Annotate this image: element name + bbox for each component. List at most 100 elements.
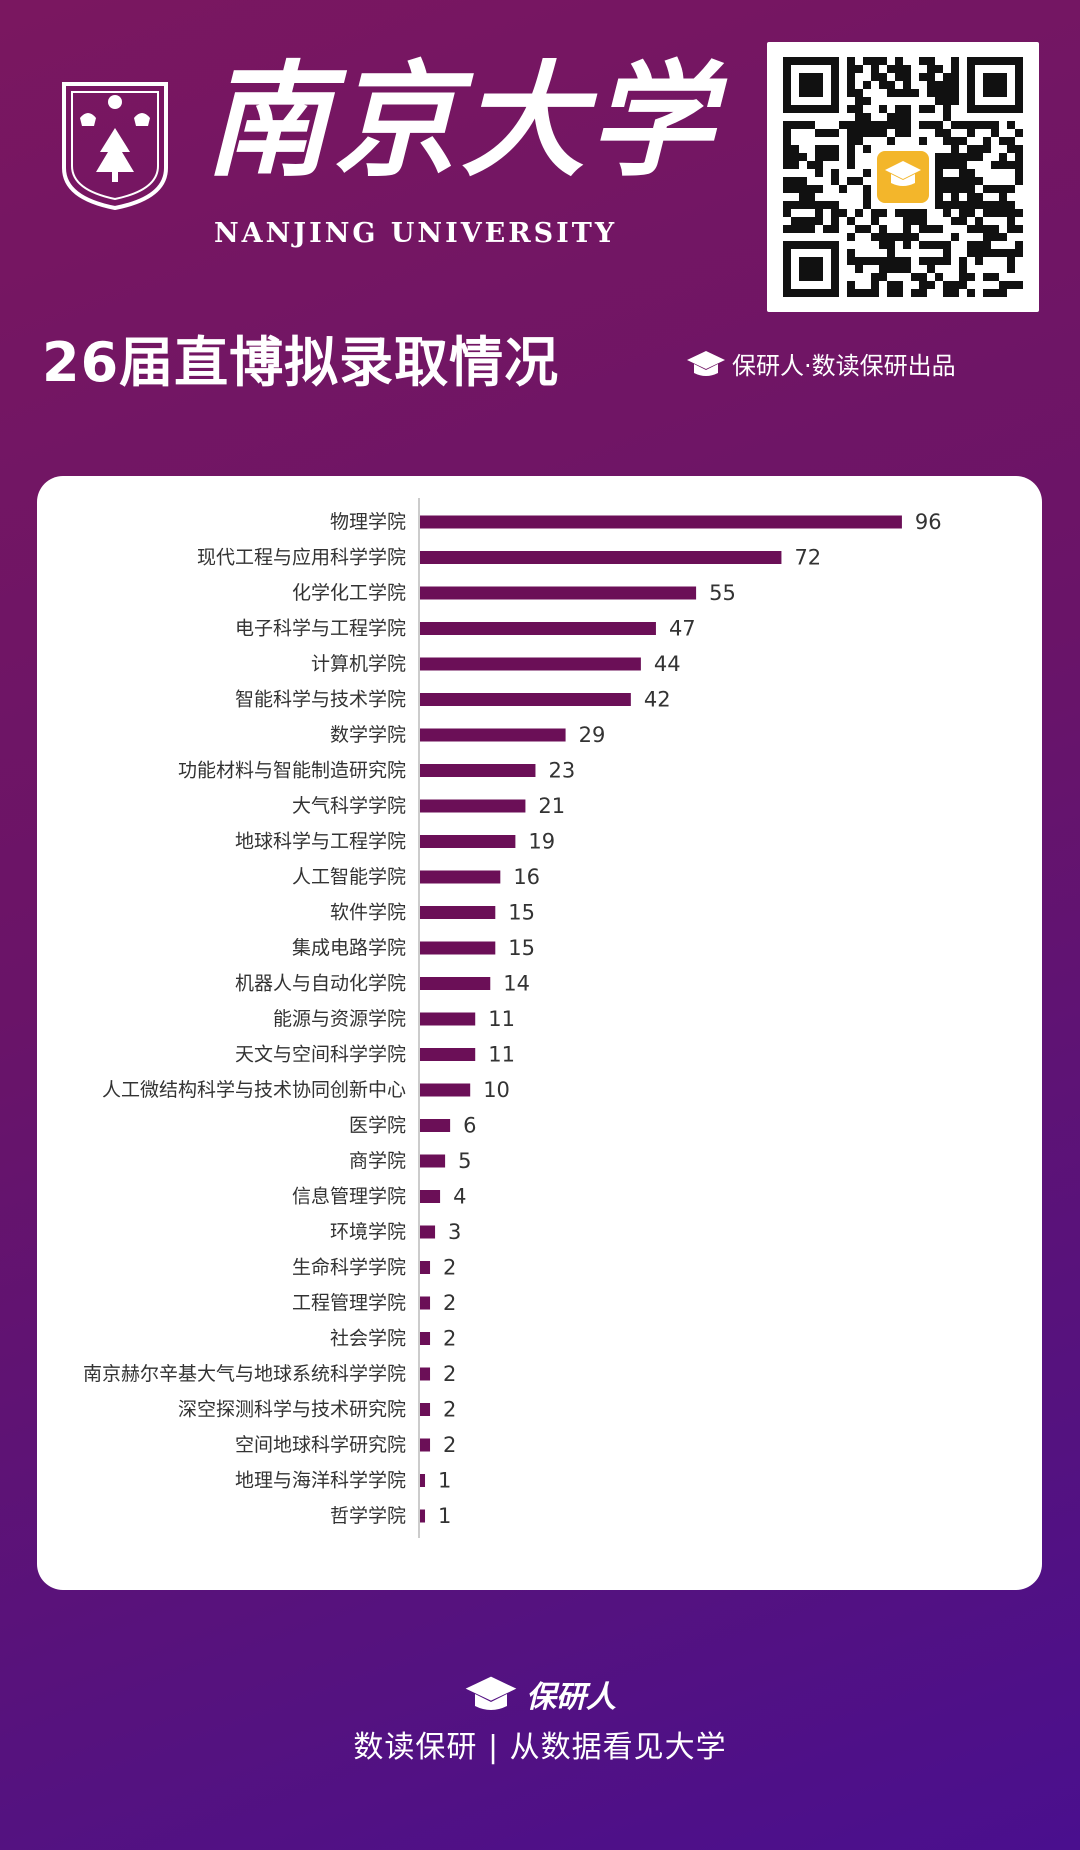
bar (420, 515, 902, 529)
category-label: 信息管理学院 (292, 1186, 406, 1208)
data-label: 19 (528, 830, 555, 854)
category-label: 计算机学院 (311, 653, 406, 675)
data-label: 4 (453, 1185, 466, 1209)
bar (420, 657, 641, 671)
category-label: 智能科学与技术学院 (235, 689, 406, 711)
logo-text: 南京大学 (205, 49, 718, 194)
data-label: 42 (644, 688, 671, 712)
data-label: 44 (654, 652, 681, 676)
bar (420, 622, 656, 635)
category-label: 社会学院 (330, 1328, 406, 1350)
category-label: 地理与海洋科学学院 (235, 1470, 406, 1492)
bar-chart: 物理学院 96 现代工程与应用科学学院 72 化学化工学院 55 电子科学与工程学院 47 计算… (83, 498, 942, 1538)
data-label: 96 (915, 510, 942, 534)
category-label: 机器人与自动化学院 (235, 973, 406, 995)
data-label: 16 (513, 865, 540, 889)
category-label: 人工微结构科学与技术协同创新中心 (102, 1079, 406, 1101)
bar (420, 1048, 476, 1061)
graduation-cap-icon (687, 350, 725, 376)
bar (420, 1296, 431, 1310)
data-label: 15 (508, 936, 535, 960)
category-label: 空间地球科学研究院 (235, 1434, 406, 1456)
logo-english: NANJING UNIVERSITY (214, 218, 618, 249)
bar (420, 1438, 431, 1452)
bar (420, 1261, 431, 1274)
data-label: 1 (438, 1504, 451, 1528)
qr-code[interactable] (767, 42, 1039, 312)
bar (420, 764, 536, 777)
category-label: 天文与空间科学学院 (235, 1044, 406, 1066)
data-label: 2 (443, 1362, 456, 1386)
category-label: 环境学院 (330, 1221, 406, 1243)
category-label: 商学院 (349, 1150, 406, 1172)
graduation-cap-icon (465, 1676, 517, 1710)
category-label: 南京赫尔辛基大气与地球系统科学学院 (83, 1363, 406, 1385)
qr-code-icon (783, 57, 1023, 297)
footer-tagline: 数读保研 | 从数据看见大学 (353, 1730, 727, 1765)
bar (420, 941, 496, 955)
category-label: 生命科学学院 (292, 1257, 406, 1279)
category-label: 哲学学院 (330, 1505, 406, 1527)
data-label: 72 (794, 546, 821, 570)
bar (420, 1154, 446, 1168)
bar (420, 1225, 436, 1239)
bar (420, 835, 516, 848)
bar (420, 1083, 471, 1097)
bar (420, 1190, 441, 1203)
bar (420, 906, 496, 919)
bar (420, 1403, 431, 1416)
data-label: 23 (548, 759, 575, 783)
bar (420, 799, 526, 813)
data-label: 11 (488, 1007, 515, 1031)
bar (420, 1474, 426, 1487)
data-label: 2 (443, 1433, 456, 1457)
footer-brand-text: 保研人 (526, 1680, 616, 1715)
bar (420, 586, 697, 600)
bar (420, 1012, 476, 1026)
credit-line: 保研人·数读保研出品 (686, 346, 956, 381)
data-label: 1 (438, 1469, 451, 1493)
data-label: 2 (443, 1291, 456, 1315)
category-label: 现代工程与应用科学学院 (197, 547, 406, 569)
bar (420, 1509, 426, 1523)
category-label: 集成电路学院 (292, 937, 406, 959)
page-title: 26届直博拟录取情况 (42, 331, 560, 394)
category-label: 大气科学学院 (292, 795, 406, 817)
data-label: 21 (538, 794, 565, 818)
university-seal-icon (62, 82, 168, 211)
data-label: 2 (443, 1256, 456, 1280)
category-label: 深空探测科学与技术研究院 (178, 1399, 406, 1421)
bar (420, 1119, 451, 1132)
data-label: 5 (458, 1149, 471, 1173)
category-label: 化学化工学院 (292, 582, 406, 604)
data-label: 3 (448, 1220, 461, 1244)
category-label: 功能材料与智能制造研究院 (178, 760, 406, 782)
data-label: 29 (579, 723, 606, 747)
category-label: 能源与资源学院 (273, 1008, 406, 1030)
category-label: 人工智能学院 (292, 866, 406, 888)
category-label: 地球科学与工程学院 (235, 831, 406, 853)
data-label: 55 (709, 581, 736, 605)
category-label: 电子科学与工程学院 (235, 618, 406, 640)
bar (420, 1367, 431, 1381)
data-label: 14 (503, 972, 530, 996)
category-label: 物理学院 (330, 511, 406, 533)
data-label: 6 (463, 1114, 476, 1138)
header: 南京大学 NANJING UNIVERSITY 26届直博拟录取情况 保研人·数… (0, 0, 1080, 420)
bar (420, 551, 782, 564)
category-label: 软件学院 (330, 902, 406, 924)
bar (420, 693, 631, 706)
credit-text: 保研人·数读保研出品 (732, 352, 956, 380)
category-label: 工程管理学院 (292, 1292, 406, 1314)
data-label: 2 (443, 1398, 456, 1422)
data-label: 47 (669, 617, 696, 641)
data-label: 15 (508, 901, 535, 925)
data-label: 2 (443, 1327, 456, 1351)
data-label: 11 (488, 1043, 515, 1067)
bar (420, 1332, 431, 1345)
data-label: 10 (483, 1078, 510, 1102)
footer-brand: 保研人 (0, 1672, 1080, 1716)
bar (420, 977, 491, 990)
chart-card: 物理学院 96 现代工程与应用科学学院 72 化学化工学院 55 电子科学与工程学院 47 计算… (37, 476, 1042, 1590)
bar (420, 728, 566, 742)
